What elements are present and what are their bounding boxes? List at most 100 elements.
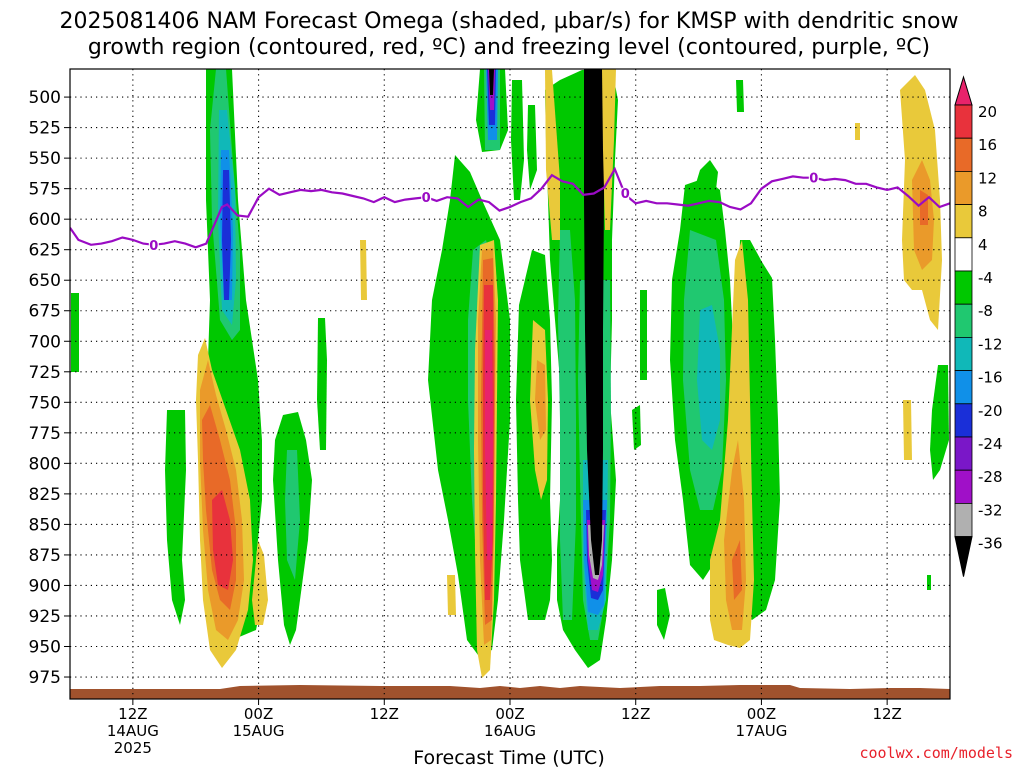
colorbar-label: -12 [978, 335, 1003, 353]
colorbar-label: 12 [978, 169, 997, 187]
colorbar-label: -20 [978, 402, 1003, 420]
x-tick-date: 16AUG [484, 722, 536, 740]
colorbar-label: -28 [978, 468, 1003, 486]
omega-area-black [584, 69, 604, 575]
y-tick-label: 775 [29, 424, 61, 444]
omega-area-magenta [485, 330, 493, 560]
omega-area-green [640, 290, 647, 380]
colorbar-swatch [954, 436, 973, 471]
omega-area-yellow [360, 240, 367, 300]
x-tick-label: 00Z [244, 705, 273, 723]
colorbar-arrow-bottom [954, 536, 973, 577]
colorbar-swatch [954, 104, 973, 139]
omega-area-green [930, 365, 949, 480]
freezing-level-label: 0 [422, 191, 431, 206]
y-tick-label: 925 [29, 607, 61, 627]
omega-area-darkblue [222, 170, 231, 300]
x-tick-date: 17AUG [735, 722, 787, 740]
y-tick-label: 900 [29, 576, 61, 596]
y-tick-label: 625 [29, 241, 61, 261]
colorbar-label: -32 [978, 501, 1003, 519]
y-tick-label: 550 [29, 149, 61, 169]
y-tick-label: 950 [29, 638, 61, 658]
omega-area-green [657, 588, 670, 640]
x-tick-label: 12Z [370, 705, 399, 723]
y-tick-label: 875 [29, 546, 61, 566]
colorbar-swatch [954, 137, 973, 172]
omega-area-green [927, 575, 931, 590]
colorbar-swatch [954, 237, 973, 272]
x-tick-year: 2025 [114, 739, 152, 757]
omega-area-green [317, 318, 327, 450]
colorbar-swatch [954, 370, 973, 405]
colorbar-label: 8 [978, 203, 988, 221]
omega-area-green [511, 80, 524, 200]
colorbar-label: -16 [978, 369, 1003, 387]
y-tick-label: 525 [29, 119, 61, 139]
colorbar-swatch [954, 270, 973, 305]
ground [70, 685, 950, 699]
omega-area-darkorange [920, 190, 928, 225]
colorbar-swatch [954, 170, 973, 205]
colorbar-swatch [954, 303, 973, 338]
omega-area-cyan [697, 305, 720, 450]
freezing-level-label-bg [148, 237, 159, 252]
omega-area-yellow [545, 70, 560, 240]
colorbar-swatch [954, 469, 973, 504]
chart-title-line-1: 2025081406 NAM Forecast Omega (shaded, µ… [60, 9, 959, 34]
omega-area-darkorange [732, 540, 742, 600]
colorbar-swatch [954, 204, 973, 239]
omega-area-green [71, 293, 79, 372]
y-tick-label: 800 [29, 454, 61, 474]
colorbar-label: -4 [978, 269, 993, 287]
x-axis-label: Forecast Time (UTC) [413, 747, 604, 768]
y-tick-label: 500 [29, 88, 61, 108]
freezing-level-label: 0 [621, 187, 630, 202]
omega-area-orange [535, 360, 546, 440]
chart-title-line-2: growth region (contoured, red, ºC) and f… [88, 35, 930, 60]
omega-area-black [489, 69, 494, 95]
x-tick-label: 00Z [747, 705, 776, 723]
y-tick-label: 675 [29, 302, 61, 322]
freezing-level-label-bg [421, 190, 432, 205]
y-tick-label: 825 [29, 485, 61, 505]
colorbar-label: 4 [978, 236, 988, 254]
y-tick-label: 725 [29, 363, 61, 383]
omega-area-green [632, 405, 641, 450]
colorbar-label: -8 [978, 302, 993, 320]
omega-area-green [527, 105, 537, 190]
omega-area-teal [558, 230, 576, 620]
colorbar-arrow-top [954, 75, 973, 106]
freezing-level-label: 0 [149, 239, 158, 254]
y-axis-pressure-ticks: 500 525 550 575 600 625 650 675 700 725 750 775 800 8… [29, 88, 70, 688]
colorbar: 20 16 12 8 4 -4 -8 -12 -16 -20 -24 -28 -32 -36 [954, 75, 1003, 577]
freezing-level-labels: 0 0 0 0 [148, 170, 819, 254]
y-tick-label: 600 [29, 210, 61, 230]
omega-area-teal [285, 450, 300, 580]
colorbar-swatch [954, 336, 973, 371]
colorbar-label: -36 [978, 535, 1003, 553]
x-tick-label: 12Z [621, 705, 650, 723]
x-tick-label: 00Z [495, 705, 524, 723]
freezing-level-line [70, 166, 950, 249]
colorbar-label: 20 [978, 103, 997, 121]
x-tick-date: 14AUG [107, 722, 159, 740]
x-tick-label: 12Z [872, 705, 901, 723]
omega-area-green [736, 80, 744, 112]
watermark: coolwx.com/models [859, 744, 1013, 762]
omega-area-yellow [447, 575, 456, 615]
freezing-level-label-bg [621, 187, 630, 200]
omega-area-yellow [903, 400, 912, 460]
y-tick-label: 975 [29, 668, 61, 688]
y-tick-label: 750 [29, 393, 61, 413]
y-tick-label: 650 [29, 271, 61, 291]
omega-area-green [165, 410, 186, 625]
colorbar-label: -24 [978, 435, 1003, 453]
colorbar-swatch [954, 403, 973, 438]
omega-area-yellow [855, 123, 860, 140]
omega-area-yellow [252, 540, 268, 625]
colorbar-swatch [954, 502, 973, 537]
omega-area-yellow [602, 69, 616, 230]
